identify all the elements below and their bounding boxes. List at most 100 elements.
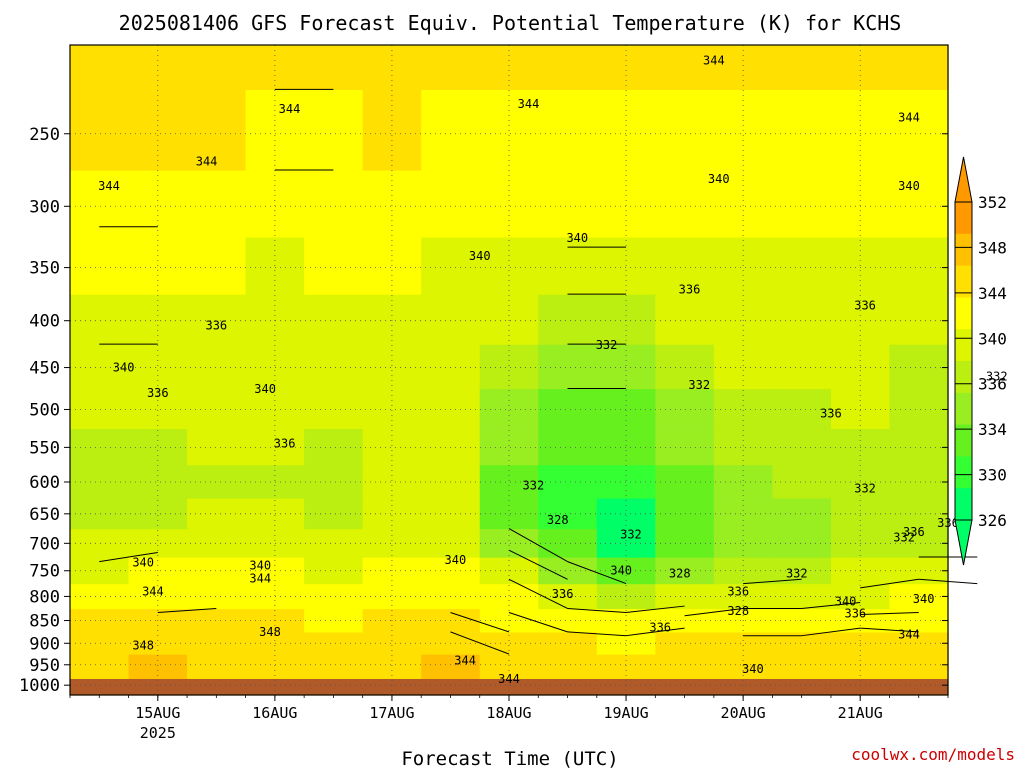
contour-label: 348 <box>259 625 281 639</box>
contour-line <box>626 627 685 637</box>
theta-e-cell <box>713 583 773 610</box>
theta-e-cell <box>538 388 598 430</box>
theta-e-cell <box>713 294 773 345</box>
theta-e-cell <box>187 528 247 558</box>
theta-e-cell <box>596 294 656 345</box>
contour-label: 344 <box>249 572 271 586</box>
contour-label: 344 <box>98 179 120 193</box>
contour-label: 328 <box>669 566 691 580</box>
x-tick-label: 21AUG <box>838 704 883 722</box>
contour-line <box>450 631 510 655</box>
theta-e-cell <box>596 89 656 171</box>
theta-e-cell <box>713 528 773 558</box>
theta-e-cell <box>596 428 656 466</box>
theta-e-cell <box>128 294 188 345</box>
contour-label: 332 <box>523 478 545 492</box>
contour-line <box>450 612 510 633</box>
x-tick-label: 18AUG <box>486 704 531 722</box>
theta-e-cell <box>889 557 949 585</box>
y-tick-label: 650 <box>29 505 60 525</box>
contour-label: 336 <box>903 525 925 539</box>
chart-title: 2025081406 GFS Forecast Equiv. Potential… <box>119 11 902 35</box>
contour-label: 340 <box>249 558 271 572</box>
contour-label: 336 <box>649 620 671 634</box>
theta-e-cell <box>772 631 832 655</box>
contour-label: 340 <box>913 592 935 606</box>
theta-e-cell <box>362 388 422 430</box>
theta-e-cell <box>479 583 539 610</box>
x-tick-label: 19AUG <box>603 704 648 722</box>
y-tick-label: 300 <box>29 197 60 217</box>
theta-e-cell <box>304 464 364 499</box>
theta-e-cell <box>128 583 188 610</box>
theta-e-cell <box>538 344 598 390</box>
theta-e-cell <box>304 608 364 633</box>
theta-e-cell <box>304 557 364 585</box>
theta-e-cell <box>772 170 832 238</box>
theta-e-cell <box>70 464 130 499</box>
theta-e-cell <box>479 344 539 390</box>
theta-e-cell <box>889 428 949 466</box>
theta-e-cell <box>479 294 539 345</box>
colorbar-segment <box>955 329 972 362</box>
theta-e-cell <box>245 45 305 90</box>
y-tick-label: 800 <box>29 587 60 607</box>
contour-line <box>508 528 568 563</box>
theta-e-cell <box>421 45 481 90</box>
theta-e-cell <box>128 344 188 390</box>
theta-e-cell <box>187 497 247 530</box>
theta-e-cell <box>538 89 598 171</box>
theta-e-cell <box>421 344 481 390</box>
theta-e-cell <box>128 89 188 171</box>
theta-e-cell <box>362 170 422 238</box>
colorbar-label: 340 <box>978 329 1007 348</box>
axes: 2503003504004505005506006507007508008509… <box>19 44 949 742</box>
contour-label: 340 <box>254 382 276 396</box>
theta-e-cell <box>538 528 598 558</box>
theta-e-cell <box>187 557 247 585</box>
theta-e-cell <box>713 428 773 466</box>
theta-e-cell <box>70 631 130 655</box>
theta-e-cell <box>362 344 422 390</box>
theta-e-cell <box>596 583 656 610</box>
x-tick-label: 15AUG <box>135 704 180 722</box>
theta-e-cell <box>479 428 539 466</box>
theta-e-cell <box>245 294 305 345</box>
theta-e-cell <box>538 45 598 90</box>
colorbar-segment <box>955 361 972 394</box>
theta-e-cell <box>70 294 130 345</box>
theta-e-cell <box>655 89 715 171</box>
theta-e-cell <box>889 608 949 633</box>
contour-label: 336 <box>274 437 296 451</box>
colorbar-label: 352 <box>978 193 1007 212</box>
contour-label: 344 <box>454 654 476 668</box>
theta-e-cell <box>304 388 364 430</box>
y-tick-label: 500 <box>29 400 60 420</box>
theta-e-cell <box>304 528 364 558</box>
x-tick-label: 16AUG <box>252 704 297 722</box>
theta-e-cell <box>479 388 539 430</box>
theta-e-cell <box>655 344 715 390</box>
theta-e-cell <box>655 654 715 676</box>
theta-e-cell <box>713 45 773 90</box>
theta-e-cell <box>772 608 832 633</box>
contour-line <box>801 601 861 609</box>
theta-e-cell <box>596 631 656 655</box>
contour-line <box>157 607 217 613</box>
contour-label: 340 <box>469 249 491 263</box>
theta-e-cell <box>538 497 598 530</box>
contour-label: 336 <box>679 283 701 297</box>
theta-e-cell <box>830 170 891 238</box>
theta-e-cell <box>70 497 130 530</box>
contour-label: 336 <box>844 606 866 620</box>
contour-label: 336 <box>727 584 749 598</box>
contour-line <box>567 561 627 585</box>
theta-e-cell <box>70 344 130 390</box>
theta-e-cell <box>304 428 364 466</box>
theta-e-cell <box>538 608 598 633</box>
theta-e-cell <box>830 89 891 171</box>
theta-e-cell <box>421 388 481 430</box>
theta-e-cell <box>772 654 832 676</box>
